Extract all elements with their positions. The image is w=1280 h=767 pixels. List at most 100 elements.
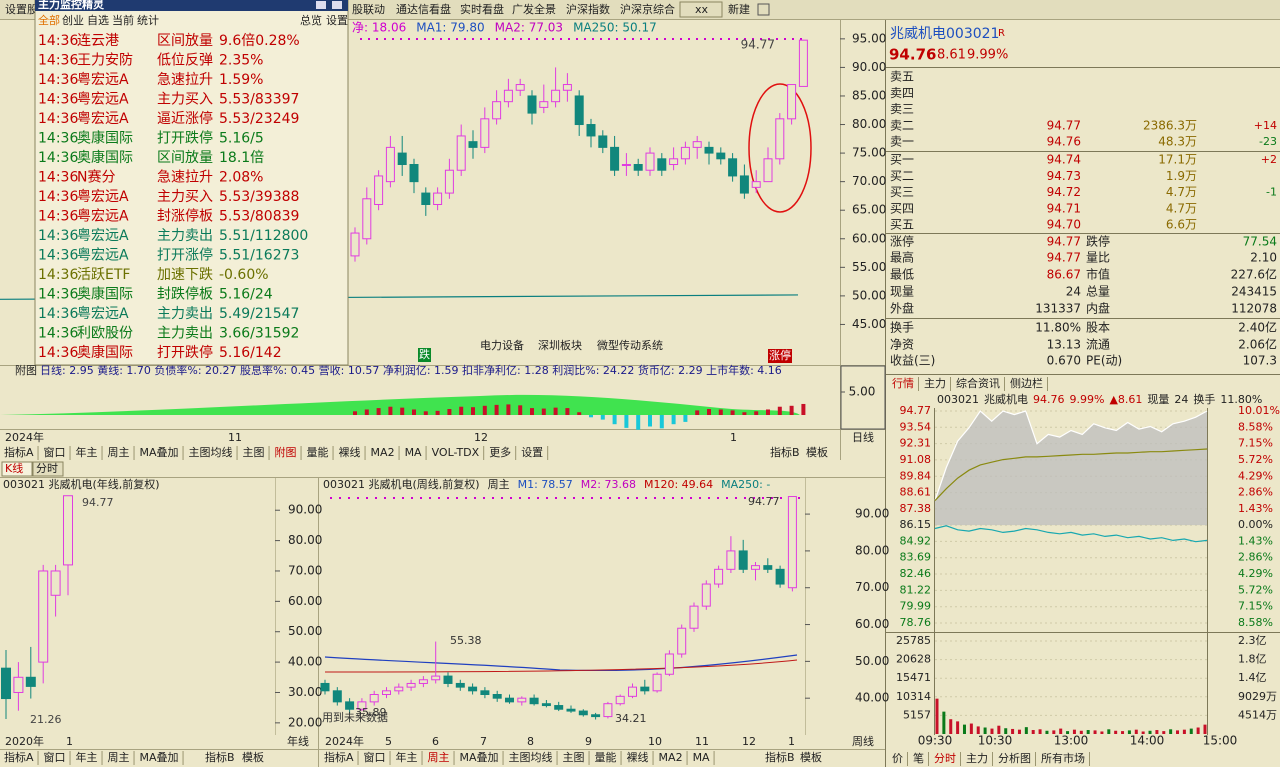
indicator-value: 净: 18.06 — [352, 21, 406, 35]
toolbar-button[interactable]: 主图 — [243, 446, 265, 459]
limit-dot — [800, 38, 802, 40]
limit-dot — [573, 497, 575, 499]
candle-body — [394, 686, 404, 692]
limit-dot — [537, 497, 539, 499]
toolbar-button[interactable]: 年主 — [396, 750, 418, 764]
toolbar-button[interactable]: 更多 — [489, 445, 511, 459]
toolbar-button[interactable]: 窗口 — [44, 750, 66, 764]
panel-tab[interactable]: 侧边栏 — [1010, 376, 1043, 390]
stat-value: 86.67 — [1047, 268, 1081, 282]
panel-tab[interactable]: 主力 — [924, 377, 946, 390]
volume-bar — [1176, 730, 1180, 734]
toolbar-button[interactable]: MA叠加 — [140, 751, 179, 764]
panel-tab[interactable]: 所有市场 — [1041, 751, 1085, 765]
stat-label: 净资 — [890, 338, 914, 352]
toolbar-button[interactable]: 设置 — [521, 446, 543, 459]
toolbar-button[interactable]: VOL-TDX — [432, 446, 480, 459]
candle-body — [515, 84, 525, 91]
tab[interactable]: 股联动 — [352, 3, 385, 16]
candle-body — [431, 675, 441, 681]
popup-action[interactable]: 设置 — [326, 14, 348, 27]
tab[interactable]: 新建 — [728, 2, 750, 16]
filter-tab[interactable]: 当前 — [112, 13, 134, 27]
filter-tab[interactable]: 创业 — [62, 14, 84, 27]
tab[interactable]: 沪深京综合 — [620, 2, 675, 16]
view-tab[interactable]: K线 — [5, 461, 23, 475]
tab[interactable]: 通达信看盘 — [396, 2, 451, 16]
panel-tab[interactable]: 价 — [892, 752, 903, 765]
tab[interactable]: 沪深指数 — [566, 2, 610, 16]
indicator-bar — [388, 406, 393, 415]
stat-value: 94.77 — [1047, 251, 1081, 265]
toolbar-button[interactable]: 主图 — [563, 751, 585, 764]
candle-body — [787, 84, 797, 120]
filter-tab[interactable]: 统计 — [137, 14, 159, 27]
toolbar-button[interactable]: 窗口 — [44, 445, 66, 459]
stat-label: 换手 — [890, 321, 914, 335]
toolbar-button[interactable]: 量能 — [595, 750, 617, 764]
toolbar-button[interactable]: 指标B — [205, 750, 235, 764]
limit-dot — [735, 497, 737, 499]
toolbar-button[interactable]: 模板 — [800, 750, 822, 764]
price-change: 8.61 — [937, 48, 966, 63]
alert-signal: 主力卖出 — [157, 228, 213, 244]
toolbar-button[interactable]: 裸线 — [339, 445, 361, 459]
tab[interactable]: xx — [695, 3, 709, 16]
toolbar-button[interactable]: 模板 — [242, 750, 264, 764]
tab[interactable]: 实时看盘 — [460, 2, 504, 16]
y-tick-label: 89.84 — [900, 469, 932, 482]
toolbar-button[interactable]: MA2 — [371, 446, 395, 459]
toolbar-button[interactable]: 周主 — [108, 446, 130, 459]
panel-tab[interactable]: 行情 — [892, 377, 914, 390]
toolbar-button[interactable]: 周主 — [108, 751, 130, 764]
panel-tab[interactable]: 笔 — [913, 751, 924, 765]
popup-action[interactable]: 总览 — [300, 13, 322, 27]
toolbar-button[interactable]: 附图 — [275, 445, 297, 459]
candle-body — [554, 705, 564, 710]
badge-bg — [768, 349, 792, 363]
toolbar-button[interactable]: 周主 — [428, 751, 450, 764]
alert-time: 14:36 — [38, 287, 78, 303]
panel-tab[interactable]: 主力 — [966, 752, 988, 765]
limit-dot — [366, 497, 368, 499]
toolbar-button[interactable]: 窗口 — [364, 750, 386, 764]
limit-dot — [456, 38, 458, 40]
book-level: 卖四 — [890, 86, 914, 100]
toolbar-button[interactable]: 主图均线 — [189, 445, 233, 459]
toolbar-button[interactable]: 指标B — [770, 445, 800, 459]
alert-signal: 主力买入 — [157, 92, 213, 108]
stat-label: PE(动) — [1086, 354, 1122, 368]
toolbar-button[interactable]: 指标A — [324, 750, 354, 764]
toolbar-button[interactable]: 指标B — [765, 750, 795, 764]
tab[interactable]: 设置股 — [5, 3, 38, 16]
toolbar-button[interactable]: MA2 — [659, 751, 683, 764]
y2-tick-label: 4.29% — [1238, 469, 1273, 482]
panel-tab[interactable]: 分析图 — [998, 751, 1031, 765]
toolbar-button[interactable]: MA — [693, 751, 710, 764]
add-tab[interactable] — [757, 3, 770, 16]
toolbar-button[interactable]: 模板 — [806, 445, 828, 459]
toolbar-button[interactable]: 主图均线 — [509, 750, 553, 764]
toolbar-button[interactable]: MA — [405, 446, 422, 459]
indicator-bar — [718, 409, 723, 415]
toolbar-button[interactable]: 裸线 — [627, 750, 649, 764]
panel-tab[interactable]: 分时 — [934, 752, 956, 765]
candle-body — [517, 697, 527, 703]
toolbar-button[interactable]: 指标A — [4, 750, 34, 764]
toolbar-button[interactable]: 指标A — [4, 445, 34, 459]
view-tab[interactable]: 分时 — [36, 462, 58, 475]
filter-tab[interactable]: 全部 — [38, 13, 60, 27]
close-button[interactable] — [316, 1, 326, 9]
book-price: 94.74 — [1047, 153, 1081, 167]
limit-dot — [528, 497, 530, 499]
date-label: 周线 — [852, 734, 874, 748]
toolbar-button[interactable]: 量能 — [307, 445, 329, 459]
toolbar-button[interactable]: MA叠加 — [460, 751, 499, 764]
tab[interactable]: 广发全景 — [512, 2, 556, 16]
toolbar-button[interactable]: 年主 — [76, 445, 98, 459]
toolbar-button[interactable]: MA叠加 — [140, 446, 179, 459]
close-button[interactable] — [332, 1, 342, 9]
filter-tab[interactable]: 自选 — [87, 14, 109, 27]
toolbar-button[interactable]: 年主 — [76, 750, 98, 764]
panel-tab[interactable]: 综合资讯 — [956, 376, 1000, 390]
